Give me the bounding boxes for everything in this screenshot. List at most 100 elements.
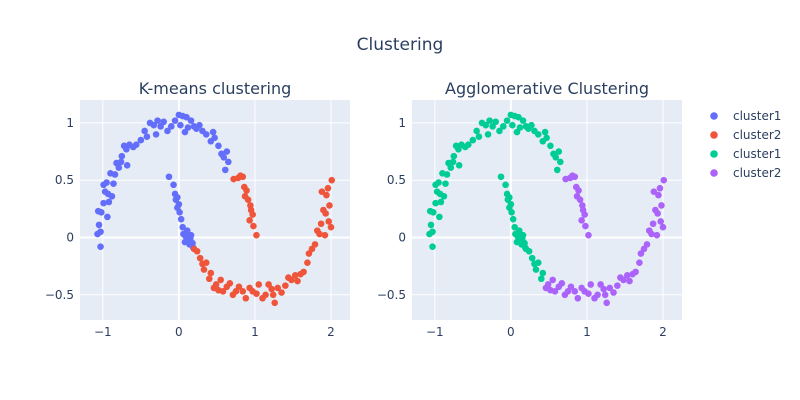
- data-point: [653, 231, 661, 239]
- data-point: [610, 289, 617, 296]
- data-point: [110, 180, 117, 187]
- data-point: [105, 198, 113, 206]
- data-point: [620, 276, 627, 284]
- data-point: [221, 166, 229, 174]
- data-point: [552, 153, 560, 161]
- data-point: [582, 222, 589, 230]
- data-point: [316, 230, 323, 238]
- y-tick-label: −0.5: [45, 288, 74, 302]
- data-point: [262, 291, 269, 299]
- data-point: [268, 285, 275, 293]
- data-point: [511, 223, 518, 231]
- data-point: [614, 282, 621, 289]
- data-point: [97, 243, 104, 250]
- data-point: [573, 192, 581, 200]
- data-point: [167, 123, 175, 130]
- data-point: [499, 123, 507, 130]
- data-point: [196, 254, 204, 262]
- data-point: [547, 142, 554, 150]
- data-point: [141, 127, 148, 135]
- subplot-2: −1 0 1 2 −0.5 0 0.5 1 Agglomerative Clustering: [377, 79, 682, 339]
- data-point: [187, 231, 195, 239]
- data-point: [239, 173, 247, 181]
- data-point: [557, 158, 564, 166]
- legend-label: cluster1: [733, 109, 781, 123]
- data-point: [323, 191, 330, 199]
- data-point: [492, 118, 499, 126]
- data-point: [575, 187, 582, 194]
- data-point: [226, 280, 234, 287]
- data-point: [249, 211, 256, 218]
- data-point: [326, 202, 333, 209]
- data-point: [534, 259, 542, 267]
- legend: cluster1 cluster2 cluster1 cluster2: [710, 109, 781, 180]
- data-point: [659, 223, 667, 231]
- data-point: [318, 188, 326, 195]
- data-point: [202, 259, 210, 267]
- legend-item[interactable]: cluster2: [710, 166, 781, 180]
- data-point: [429, 228, 436, 236]
- data-point: [649, 220, 657, 228]
- data-point: [107, 170, 114, 177]
- subplot-1: −1 0 1 2 −0.5 0 0.5 1 K-means clustering: [45, 79, 350, 339]
- figure-title: Clustering: [357, 35, 444, 55]
- data-point: [104, 213, 111, 221]
- data-point: [541, 128, 549, 136]
- data-point: [137, 136, 145, 144]
- data-point: [182, 233, 190, 240]
- legend-item[interactable]: cluster1: [710, 109, 781, 123]
- data-point: [179, 223, 186, 231]
- legend-item[interactable]: cluster2: [710, 128, 781, 142]
- data-point: [202, 131, 210, 138]
- y-tick-label: 1: [398, 116, 406, 130]
- data-point: [215, 142, 222, 150]
- data-point: [100, 199, 107, 207]
- legend-marker: [710, 131, 718, 139]
- data-point: [219, 288, 227, 295]
- data-point: [436, 213, 443, 221]
- data-point: [317, 220, 325, 228]
- series-cluster2: [190, 172, 336, 307]
- data-point: [225, 158, 232, 166]
- data-point: [543, 134, 550, 142]
- data-point: [632, 268, 639, 276]
- data-point: [118, 152, 126, 160]
- data-point: [509, 215, 517, 223]
- data-point: [246, 217, 253, 224]
- data-point: [442, 180, 449, 187]
- data-point: [447, 164, 455, 171]
- subplots: −1 0 1 2 −0.5 0 0.5 1 K-means clustering −1 0 1 2 −0.…: [45, 79, 682, 339]
- data-point: [534, 131, 542, 138]
- data-point: [291, 272, 299, 279]
- data-point: [132, 141, 140, 148]
- data-point: [253, 231, 260, 239]
- data-point: [250, 222, 257, 230]
- data-point: [205, 275, 213, 283]
- data-point: [528, 254, 536, 262]
- data-point: [282, 282, 289, 289]
- data-point: [186, 241, 193, 248]
- data-point: [95, 221, 103, 229]
- data-point: [183, 227, 191, 234]
- x-tick-label: 0: [175, 325, 183, 339]
- x-tick-label: 1: [251, 325, 259, 339]
- legend-label: cluster2: [733, 166, 781, 180]
- data-point: [154, 117, 161, 124]
- data-point: [165, 173, 173, 181]
- data-point: [429, 208, 437, 216]
- data-point: [327, 223, 335, 231]
- data-point: [324, 184, 332, 192]
- data-point: [486, 117, 493, 124]
- data-point: [152, 131, 160, 138]
- y-tick-label: 0: [66, 231, 74, 245]
- data-point: [643, 241, 651, 248]
- legend-marker: [710, 112, 718, 120]
- data-point: [519, 231, 527, 239]
- data-point: [504, 196, 512, 203]
- y-tick-label: 1: [66, 116, 74, 130]
- data-point: [143, 133, 151, 140]
- data-point: [519, 117, 527, 124]
- data-point: [235, 283, 243, 291]
- data-point: [170, 181, 177, 189]
- legend-item[interactable]: cluster1: [710, 147, 781, 161]
